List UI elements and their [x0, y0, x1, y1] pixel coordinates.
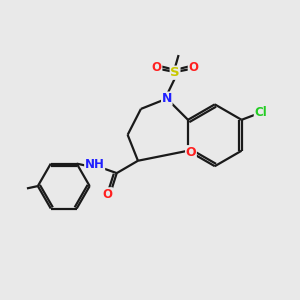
Text: S: S: [170, 66, 180, 79]
Text: Cl: Cl: [254, 106, 267, 119]
Text: O: O: [188, 61, 198, 74]
Text: N: N: [162, 92, 172, 105]
Text: O: O: [102, 188, 112, 201]
Text: O: O: [152, 61, 162, 74]
Text: NH: NH: [85, 158, 105, 171]
Text: O: O: [186, 146, 196, 159]
